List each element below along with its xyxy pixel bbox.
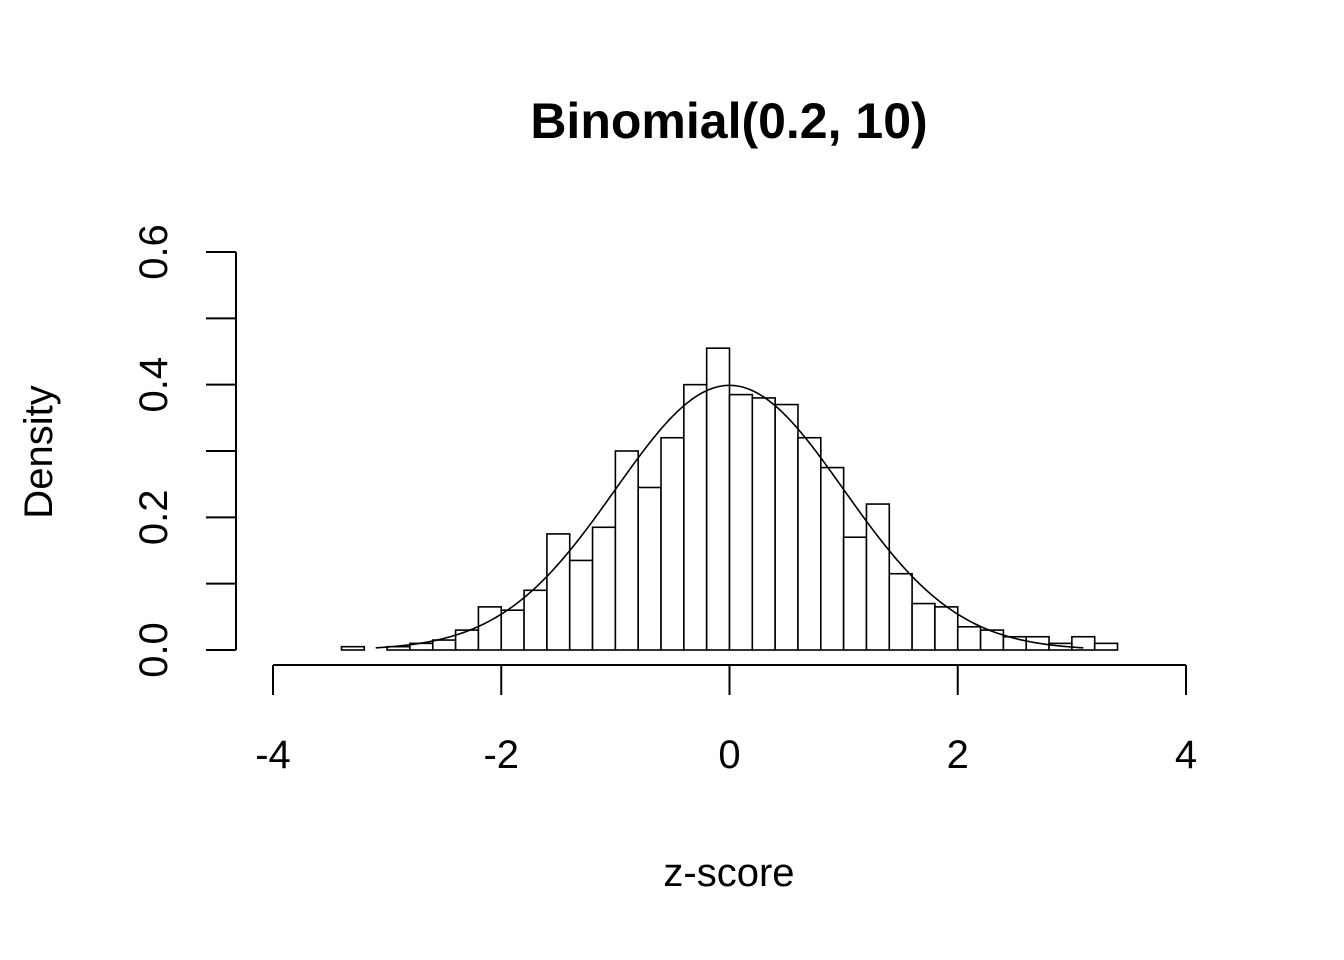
histogram-bar-13 xyxy=(637,486,662,651)
histogram-bar-16 xyxy=(705,347,731,651)
histogram-bar-18 xyxy=(751,397,776,651)
y-tick-label-6: 0.6 xyxy=(132,224,176,280)
histogram-bar-17 xyxy=(728,393,754,651)
histogram-bar-26 xyxy=(934,606,959,651)
y-tick-label-2: 0.2 xyxy=(132,490,176,546)
x-tick-label-1: -2 xyxy=(483,733,519,777)
x-tick-label-3: 2 xyxy=(947,733,969,777)
histogram-bar-12 xyxy=(614,450,640,651)
histogram-bar-7 xyxy=(500,609,525,651)
x-tick-label-4: 4 xyxy=(1175,733,1197,777)
histogram-bar-15 xyxy=(683,383,708,651)
histogram-bars xyxy=(340,347,1119,651)
histogram-bar-28 xyxy=(979,629,1005,651)
histogram-bar-33 xyxy=(1093,642,1119,651)
y-tick-label-0: 0.0 xyxy=(132,622,176,678)
chart-title: Binomial(0.2, 10) xyxy=(530,93,927,149)
histogram-bar-27 xyxy=(956,625,982,651)
y-tick-label-4: 0.4 xyxy=(132,357,176,413)
histogram-bar-9 xyxy=(546,533,571,651)
x-tick-label-2: 0 xyxy=(718,733,740,777)
histogram-bar-22 xyxy=(842,536,868,651)
histogram-bar-24 xyxy=(888,572,913,651)
x-axis-title: z-score xyxy=(663,851,794,895)
histogram-bar-25 xyxy=(911,602,936,651)
y-axis: 0.0 0.2 0.4 0.6 xyxy=(132,224,237,678)
histogram-bar-0 xyxy=(340,645,366,651)
histogram-bar-20 xyxy=(797,436,822,651)
histogram-bar-19 xyxy=(774,403,799,651)
y-axis-title: Density xyxy=(17,385,61,518)
histogram-bar-10 xyxy=(568,559,594,651)
histogram-bar-21 xyxy=(819,466,845,651)
normal-density-curve xyxy=(375,384,1084,649)
histogram-bar-6 xyxy=(477,606,503,651)
histogram-bar-4 xyxy=(431,639,457,651)
x-axis: -4 -2 0 2 4 xyxy=(255,664,1197,777)
x-tick-label-0: -4 xyxy=(255,733,291,777)
histogram-bar-14 xyxy=(660,436,685,651)
histogram-bar-11 xyxy=(591,526,617,651)
histogram-bar-8 xyxy=(523,589,548,651)
histogram-bar-5 xyxy=(454,629,480,651)
